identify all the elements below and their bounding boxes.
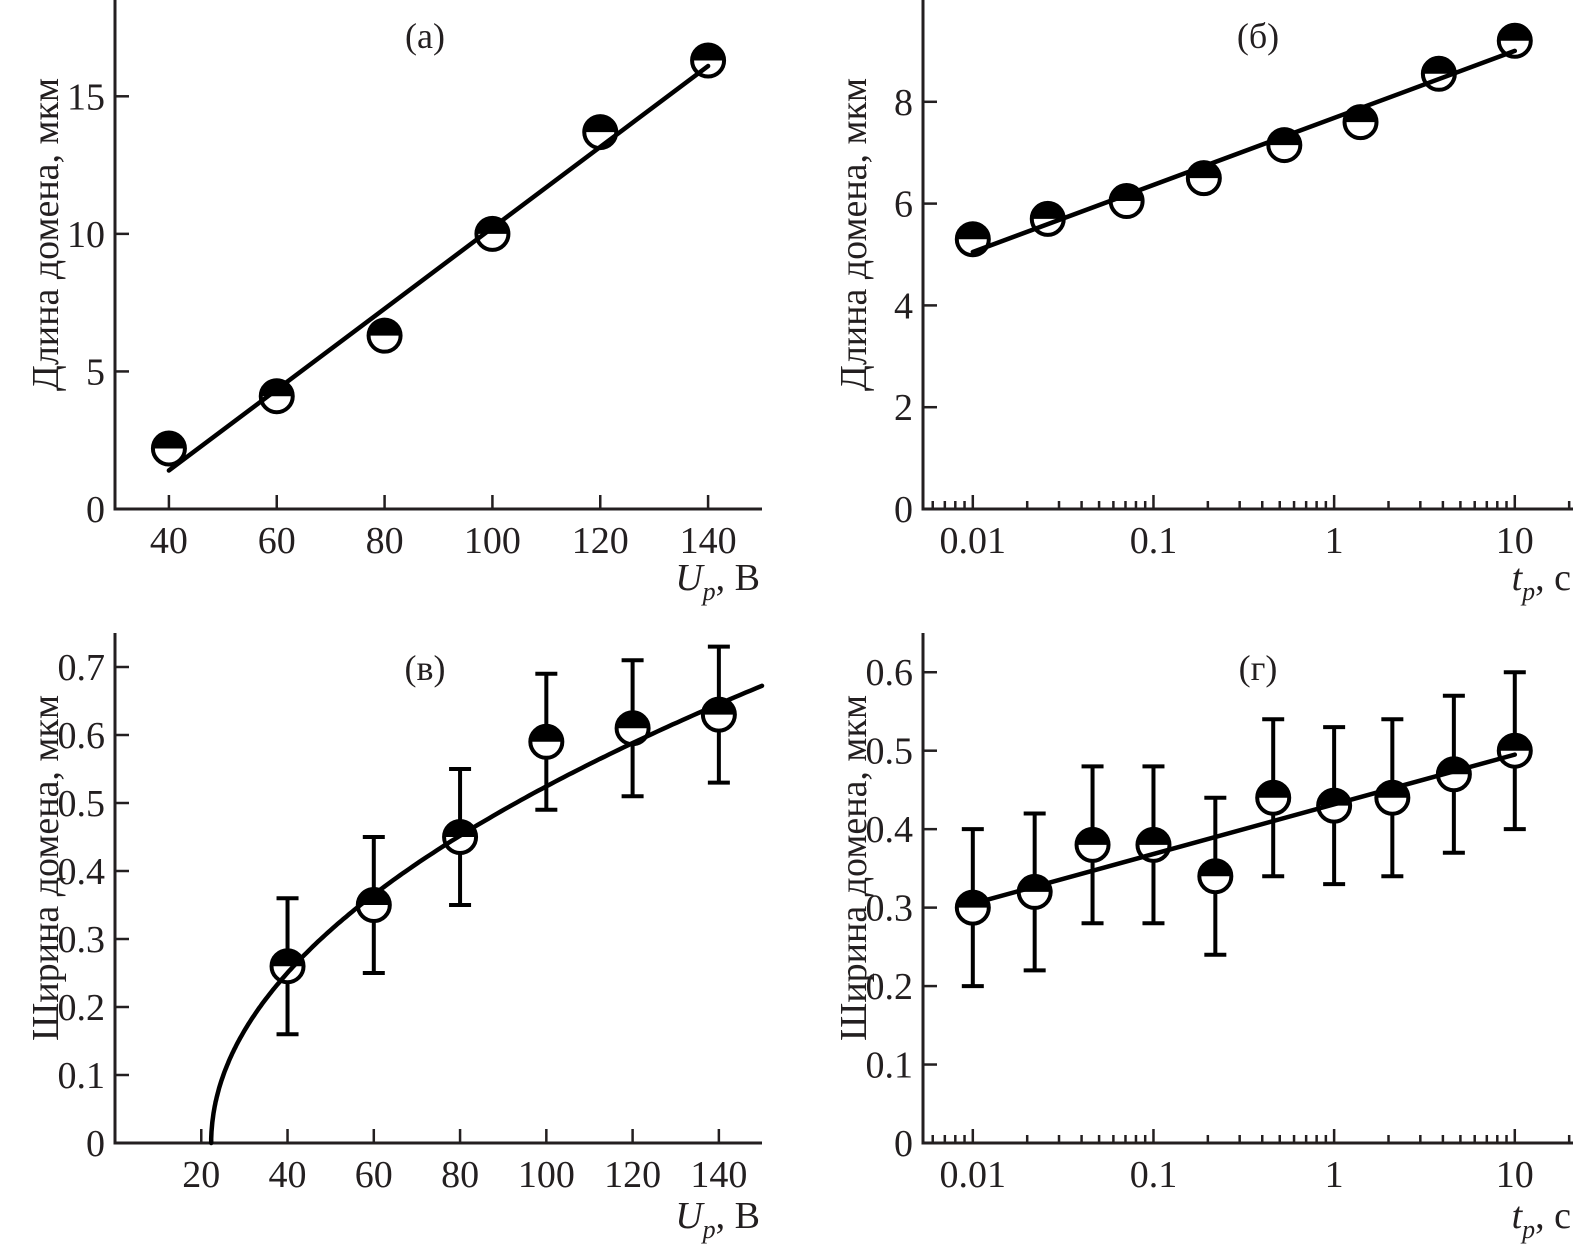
x-tick-label: 80 bbox=[441, 1154, 479, 1196]
y-axis-title: Ширина домена, мкм bbox=[833, 695, 875, 1041]
x-axis-title: Up, В bbox=[675, 557, 760, 606]
y-tick-label: 0.3 bbox=[58, 919, 106, 961]
x-tick-label: 140 bbox=[680, 520, 737, 562]
panel-c: 0 0.1 0.2 0.3 0.4 0.5 0.6 0.7 20 40 60 80 100 120 140 Ш… bbox=[25, 633, 765, 1244]
y-tick-label: 0.5 bbox=[58, 783, 106, 825]
data-point bbox=[954, 221, 991, 258]
x-axis-subscript: p bbox=[1520, 577, 1535, 606]
x-tick-label: 120 bbox=[572, 520, 629, 562]
x-tick-label: 1 bbox=[1325, 1154, 1344, 1196]
data-point bbox=[1496, 22, 1533, 59]
x-axis-subscript: p bbox=[701, 577, 716, 606]
x-axis-title: tp, с bbox=[1512, 557, 1571, 606]
y-tick-label: 6 bbox=[894, 184, 913, 226]
x-tick-label: 0.01 bbox=[940, 1154, 1007, 1196]
y-tick-label: 0.4 bbox=[58, 851, 106, 893]
y-axis-title: Длина домена, мкм bbox=[833, 78, 875, 391]
x-tick-label: 100 bbox=[518, 1154, 575, 1196]
data-point bbox=[1496, 732, 1533, 769]
axis-lines bbox=[113, 0, 762, 511]
data-point bbox=[582, 114, 619, 151]
y-tick-label: 0.2 bbox=[58, 987, 106, 1029]
y-tick-label: 4 bbox=[894, 285, 913, 327]
x-axis-unit: , с bbox=[1535, 1195, 1571, 1237]
x-tick-label: 80 bbox=[366, 520, 404, 562]
x-axis-unit: , В bbox=[716, 557, 760, 599]
data-point bbox=[690, 42, 727, 79]
data-point bbox=[1074, 826, 1111, 863]
x-tick-label: 0.1 bbox=[1130, 1154, 1178, 1196]
x-tick-label: 10 bbox=[1496, 520, 1534, 562]
panel-label: (в) bbox=[405, 648, 446, 688]
x-axis-title: Up, В bbox=[675, 1195, 760, 1244]
axis-lines bbox=[113, 633, 762, 1145]
y-tick-label: 0.2 bbox=[866, 966, 914, 1008]
x-axis-symbol: U bbox=[675, 557, 705, 599]
x-tick-label: 0.01 bbox=[940, 520, 1007, 562]
y-tick-label: 0 bbox=[894, 1123, 913, 1165]
y-tick-label: 0.3 bbox=[866, 888, 914, 930]
x-axis-unit: , В bbox=[716, 1195, 760, 1237]
x-tick-label: 0.1 bbox=[1130, 520, 1178, 562]
y-tick-label: 0 bbox=[894, 489, 913, 531]
y-axis-title: Длина домена, мкм bbox=[25, 78, 67, 391]
y-tick-label: 5 bbox=[86, 351, 105, 393]
x-tick-label: 60 bbox=[258, 520, 296, 562]
y-tick-label: 0.6 bbox=[866, 652, 914, 694]
panel-label: (г) bbox=[1239, 648, 1278, 688]
axis-lines bbox=[921, 0, 1573, 511]
y-tick-label: 0.7 bbox=[58, 647, 106, 689]
data-point bbox=[1197, 858, 1234, 895]
x-tick-label: 20 bbox=[182, 1154, 220, 1196]
x-tick-label: 60 bbox=[355, 1154, 393, 1196]
fit-curve bbox=[208, 683, 765, 1146]
data-point bbox=[1029, 200, 1066, 237]
fit-curve bbox=[970, 48, 1518, 255]
panel-label: (б) bbox=[1237, 16, 1279, 56]
x-tick-label: 40 bbox=[269, 1154, 307, 1196]
data-point bbox=[269, 948, 306, 985]
y-tick-label: 0.6 bbox=[58, 715, 106, 757]
x-tick-label: 10 bbox=[1496, 1154, 1534, 1196]
panel-label: (а) bbox=[405, 16, 445, 56]
data-point bbox=[528, 723, 565, 760]
data-point bbox=[366, 317, 403, 354]
y-tick-label: 0.1 bbox=[58, 1055, 106, 1097]
y-tick-label: 0 bbox=[86, 1123, 105, 1165]
y-tick-label: 8 bbox=[894, 82, 913, 124]
x-axis-title: tp, с bbox=[1512, 1195, 1571, 1244]
x-tick-label: 120 bbox=[604, 1154, 661, 1196]
x-axis-symbol: t bbox=[1512, 557, 1524, 599]
x-axis-symbol: t bbox=[1512, 1195, 1524, 1237]
data-point bbox=[150, 430, 187, 467]
panel-a: 0 5 10 15 40 60 80 100 120 140 Длина домена, мкм Up… bbox=[25, 0, 762, 606]
y-tick-label: 15 bbox=[67, 76, 105, 118]
y-tick-label: 0.4 bbox=[866, 809, 914, 851]
y-axis-title: Ширина домена, мкм bbox=[25, 695, 67, 1041]
x-tick-label: 100 bbox=[464, 520, 521, 562]
data-point bbox=[1255, 779, 1292, 816]
y-tick-label: 0.5 bbox=[866, 731, 914, 773]
x-tick-label: 1 bbox=[1325, 520, 1344, 562]
panel-d: 0 0.1 0.2 0.3 0.4 0.5 0.6 0.01 0.1 1 10 Ширина доме… bbox=[833, 633, 1573, 1244]
x-axis-subscript: p bbox=[1520, 1215, 1535, 1244]
fit-curve bbox=[166, 63, 711, 473]
data-point bbox=[954, 889, 991, 926]
y-tick-label: 10 bbox=[67, 214, 105, 256]
x-tick-label: 140 bbox=[690, 1154, 747, 1196]
x-axis-subscript: p bbox=[701, 1215, 716, 1244]
y-tick-label: 2 bbox=[894, 387, 913, 429]
x-axis-symbol: U bbox=[675, 1195, 705, 1237]
panel-b: 0 2 4 6 8 0.01 0.1 1 10 Длина домена, мкм tp, с (б) bbox=[833, 0, 1573, 606]
y-tick-label: 0.1 bbox=[866, 1045, 914, 1087]
y-tick-label: 0 bbox=[86, 489, 105, 531]
x-axis-unit: , с bbox=[1535, 557, 1571, 599]
data-point bbox=[1135, 826, 1172, 863]
x-tick-label: 40 bbox=[150, 520, 188, 562]
fit-curve bbox=[970, 752, 1518, 906]
data-point bbox=[258, 378, 295, 415]
